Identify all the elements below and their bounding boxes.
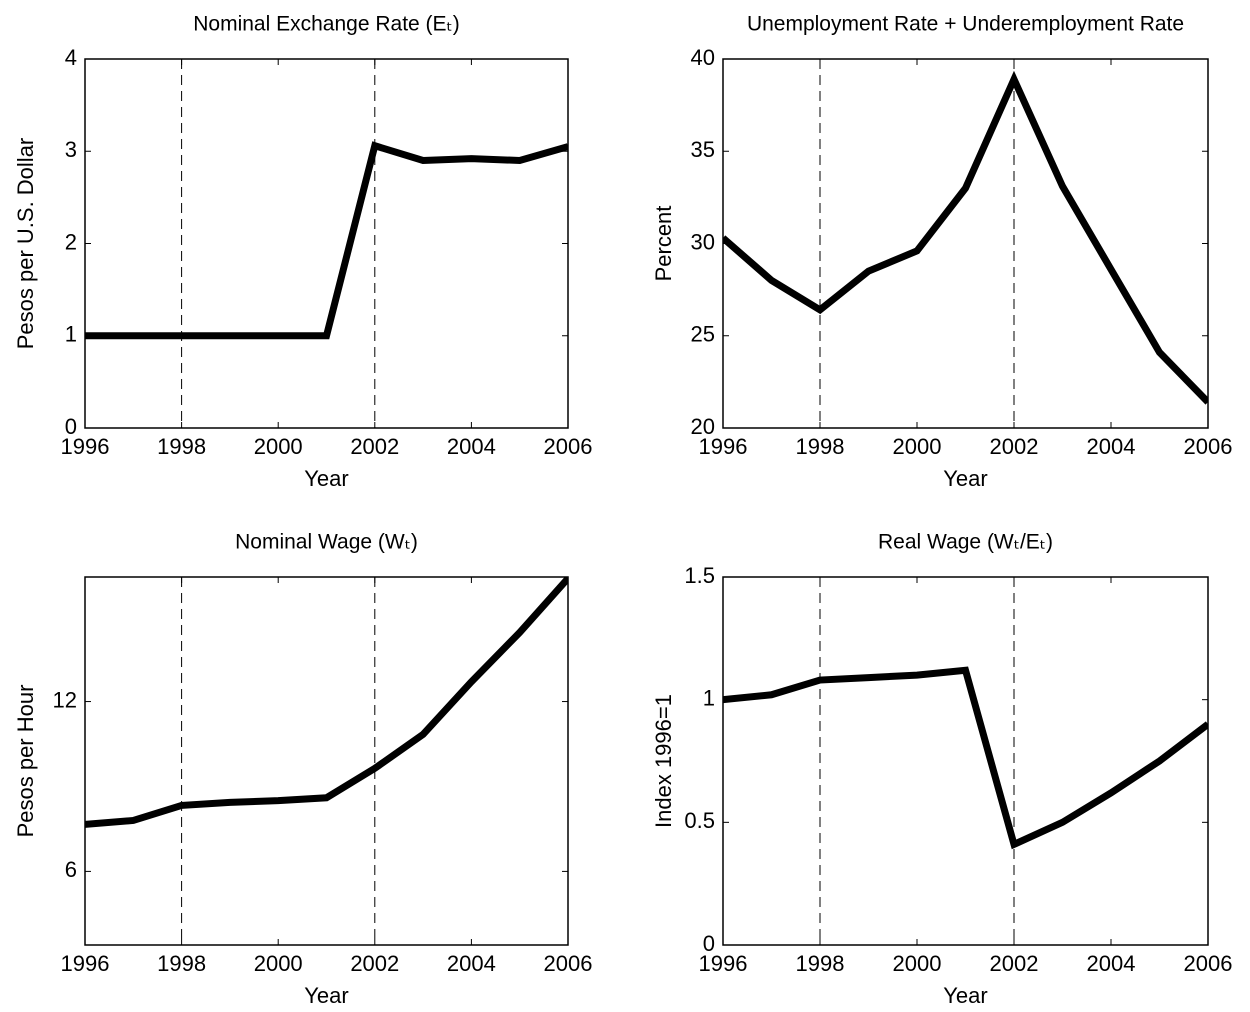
x-tick-label: 1998 — [796, 434, 845, 459]
x-axis-label: Year — [943, 983, 987, 1008]
y-tick-label: 6 — [65, 857, 77, 882]
x-tick-label: 2004 — [1087, 951, 1136, 976]
x-tick-label: 1996 — [61, 434, 110, 459]
y-tick-label: 30 — [691, 229, 715, 254]
x-tick-label: 1996 — [61, 951, 110, 976]
chart-title: Nominal Wage (Wₜ) — [235, 531, 418, 554]
x-tick-label: 2000 — [254, 434, 303, 459]
data-line — [85, 141, 568, 340]
x-tick-label: 2006 — [1184, 951, 1233, 976]
x-axis-label: Year — [943, 466, 987, 491]
y-tick-label: 2 — [65, 229, 77, 254]
y-tick-label: 12 — [53, 687, 77, 712]
x-tick-label: 2000 — [893, 434, 942, 459]
y-tick-label: 3 — [65, 137, 77, 162]
x-tick-label: 2006 — [544, 951, 593, 976]
subplot: 1996 1998 2000 2002 2004 2006 0 1 2 3 4 Nominal Exc… — [13, 13, 593, 491]
chart-title: Real Wage (Wₜ/Eₜ) — [878, 531, 1053, 554]
x-tick-label: 2006 — [1184, 434, 1233, 459]
y-tick-label: 20 — [691, 414, 715, 439]
x-tick-label: 2002 — [990, 951, 1039, 976]
x-tick-label: 1996 — [699, 434, 748, 459]
x-tick-label: 1998 — [796, 951, 845, 976]
x-tick-label: 2002 — [350, 951, 399, 976]
x-tick-label: 2004 — [1087, 434, 1136, 459]
x-tick-label: 2002 — [990, 434, 1039, 459]
y-axis-label: Percent — [651, 206, 676, 282]
subplot: 1996 1998 2000 2002 2004 2006 6 12 Nominal Wage … — [13, 531, 593, 1008]
y-tick-label: 35 — [691, 137, 715, 162]
x-tick-label: 1996 — [699, 951, 748, 976]
y-tick-label: 25 — [691, 322, 715, 347]
data-line — [723, 666, 1208, 850]
y-tick-label: 0 — [65, 414, 77, 439]
x-tick-label: 2004 — [447, 434, 496, 459]
y-axis-label: Pesos per Hour — [13, 685, 38, 838]
y-tick-label: 1 — [65, 322, 77, 347]
x-tick-label: 2004 — [447, 951, 496, 976]
y-tick-label: 0.5 — [684, 808, 715, 833]
data-line — [723, 70, 1208, 405]
subplot: 1996 1998 2000 2002 2004 2006 20 25 30 35 40 Unempl… — [651, 13, 1233, 491]
y-tick-label: 1.5 — [684, 563, 715, 588]
x-axis-label: Year — [304, 466, 348, 491]
x-tick-label: 1998 — [157, 434, 206, 459]
subplot: 1996 1998 2000 2002 2004 2006 0 0.5 1 1.5 Real Wag… — [651, 531, 1233, 1008]
x-tick-label: 2000 — [893, 951, 942, 976]
plot-area — [84, 576, 569, 946]
x-axis-label: Year — [304, 983, 348, 1008]
chart-title: Unemployment Rate + Underemployment Rate — [747, 13, 1184, 36]
x-tick-label: 2006 — [544, 434, 593, 459]
y-tick-label: 4 — [65, 45, 77, 70]
y-tick-label: 0 — [703, 931, 715, 956]
plot-area — [722, 58, 1209, 429]
y-axis-label: Pesos per U.S. Dollar — [13, 138, 38, 350]
y-tick-label: 1 — [703, 685, 715, 710]
plot-area — [84, 58, 569, 429]
data-line — [85, 577, 568, 828]
x-tick-label: 2000 — [254, 951, 303, 976]
chart-title: Nominal Exchange Rate (Eₜ) — [193, 13, 459, 36]
y-tick-label: 40 — [691, 45, 715, 70]
x-tick-label: 1998 — [157, 951, 206, 976]
plot-area — [722, 576, 1209, 946]
x-tick-label: 2002 — [350, 434, 399, 459]
y-axis-label: Index 1996=1 — [651, 694, 676, 828]
